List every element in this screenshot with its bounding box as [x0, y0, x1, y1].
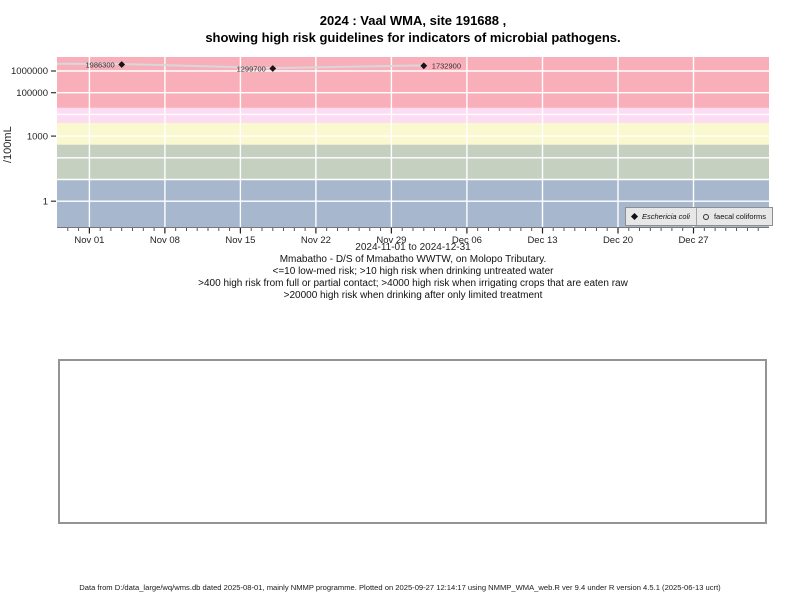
x-axis-title: 2024-11-01 to 2024-12-31: [355, 242, 471, 253]
open-circle-icon: [702, 213, 709, 220]
empty-panel: [58, 359, 767, 524]
guideline-band: [57, 107, 769, 124]
caption-risk-line2: >400 high risk from full or partial cont…: [198, 278, 628, 289]
chart-title-line1: 2024 : Vaal WMA, site 191688 ,: [319, 13, 507, 28]
x-tick-label: Nov 08: [150, 235, 180, 246]
caption-risk-line1: <=10 low-med risk; >10 high risk when dr…: [272, 266, 554, 277]
x-tick-label: Nov 29: [376, 235, 406, 246]
x-tick-label: Nov 15: [225, 235, 255, 246]
chart-title-line2: showing high risk guidelines for indicat…: [205, 30, 621, 45]
x-tick-label: Dec 20: [603, 235, 633, 246]
x-tick-label: Dec 13: [527, 235, 557, 246]
ecoli-point: [420, 62, 428, 70]
ecoli-point: [269, 65, 277, 72]
caption-block: Mmabatho - D/S of Mmabatho WWTW, on Molo…: [57, 254, 769, 302]
legend-label-faecal-coliforms: faecal coliforms: [713, 212, 767, 221]
footer-note: Data from D:/data_large/wq/wms.db dated …: [79, 583, 721, 592]
x-tick-label: Nov 01: [74, 235, 104, 246]
legend-entry-ecoli: Eschericia coli: [626, 208, 697, 225]
guideline-band: [57, 123, 769, 145]
ecoli-point: [118, 61, 126, 68]
y-tick-label: 1000000: [11, 66, 48, 77]
legend: Eschericia coli faecal coliforms: [625, 207, 774, 226]
microbial-pathogens-chart: 1986300 1299700 1732900 1 1000 100000 1000000 N…: [11, 57, 769, 246]
y-axis-title: /100mL: [2, 126, 14, 164]
y-tick-label: 1: [43, 196, 48, 207]
filled-diamond-icon: [630, 212, 639, 221]
point-value-label: 1299700: [237, 64, 266, 73]
legend-label-ecoli: Eschericia coli: [642, 212, 690, 221]
y-tick-label: 1000: [27, 131, 48, 142]
caption-site: Mmabatho - D/S of Mmabatho WWTW, on Molo…: [279, 254, 547, 265]
x-tick-label: Dec 06: [452, 235, 482, 246]
faecal-coliforms-line: [56, 62, 424, 70]
point-value-label: 1986300: [85, 60, 114, 69]
x-tick-label: Nov 22: [301, 235, 331, 246]
legend-entry-faecal-coliforms: faecal coliforms: [697, 208, 772, 225]
point-value-label: 1732900: [432, 62, 461, 71]
y-tick-label: 100000: [16, 88, 48, 99]
x-tick-label: Dec 27: [678, 235, 708, 246]
chart-title: 2024 : Vaal WMA, site 191688 , showing h…: [57, 12, 769, 46]
guideline-band: [57, 144, 769, 180]
caption-risk-line3: >20000 high risk when drinking after onl…: [283, 290, 543, 301]
